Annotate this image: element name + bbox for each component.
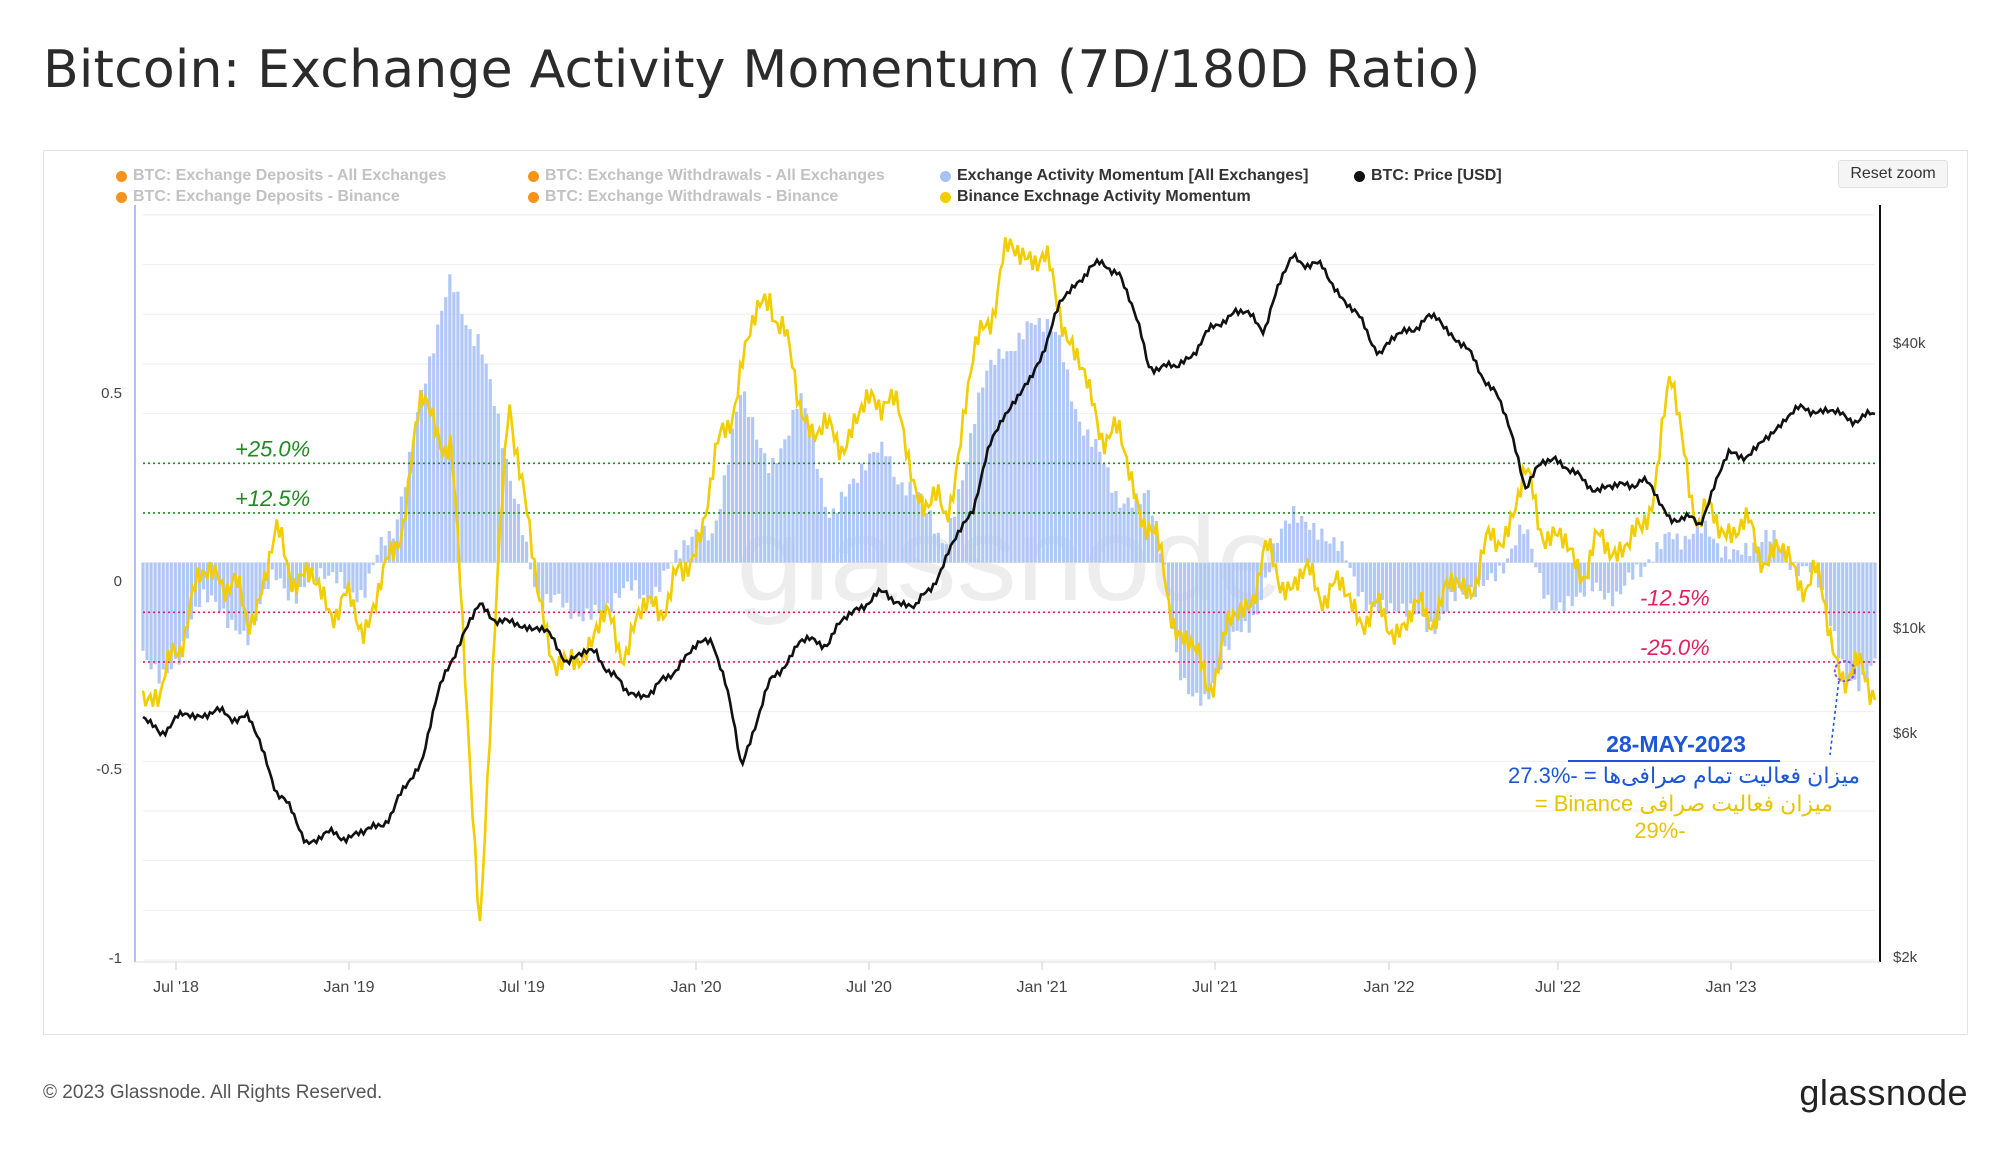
legend-dot-icon — [1354, 170, 1365, 182]
footer-logo: glassnode — [1799, 1072, 1968, 1113]
legend-item-binance-momentum[interactable]: Binance Exchnage Activity Momentum — [940, 188, 1251, 206]
y-right-tick-label: $40k — [1893, 335, 1926, 352]
chart-frame — [43, 150, 1968, 1035]
x-tick-label: Jul '18 — [153, 979, 199, 996]
y-right-tick-label: $6k — [1893, 725, 1918, 742]
x-tick-label: Jul '21 — [1192, 979, 1238, 996]
annotation-date: 28-MAY-2023 — [1606, 731, 1746, 757]
legend-dot-icon — [528, 170, 539, 182]
legend-dot-icon — [116, 170, 127, 182]
legend-item-activity-momentum-all[interactable]: Exchange Activity Momentum [All Exchange… — [940, 167, 1308, 185]
reference-label: +12.5% — [235, 486, 310, 511]
y-left-tick-label: 0.5 — [101, 385, 122, 402]
legend-label: Exchange Activity Momentum [All Exchange… — [957, 167, 1309, 184]
x-tick-label: Jan '19 — [323, 979, 374, 996]
y-right-tick-label: $2k — [1893, 949, 1918, 966]
x-tick-label: Jan '20 — [670, 979, 721, 996]
footer-copyright: © 2023 Glassnode. All Rights Reserved. — [43, 1082, 383, 1103]
legend-label: Binance Exchnage Activity Momentum — [957, 188, 1251, 205]
y-left-tick-label: -1 — [109, 950, 122, 967]
legend-label: BTC: Price [USD] — [1371, 167, 1502, 184]
legend-item-deposits-all[interactable]: BTC: Exchange Deposits - All Exchanges — [116, 167, 446, 185]
legend-dot-icon — [940, 170, 951, 182]
annotation-underline — [1568, 760, 1780, 762]
binance-momentum-line — [141, 237, 1877, 922]
y-left-tick-label: -0.5 — [96, 761, 122, 778]
legend-item-deposits-binance[interactable]: BTC: Exchange Deposits - Binance — [116, 188, 400, 206]
reference-label: -12.5% — [1640, 585, 1710, 610]
legend-dot-icon — [940, 191, 951, 203]
legend-dot-icon — [528, 191, 539, 203]
annotation-binance-value: 29%- — [1634, 818, 1686, 843]
legend-item-btc-price[interactable]: BTC: Price [USD] — [1354, 167, 1502, 185]
legend-label: BTC: Exchange Withdrawals - All Exchange… — [545, 167, 885, 184]
legend-label: BTC: Exchange Deposits - All Exchanges — [133, 167, 447, 184]
reference-label: +25.0% — [235, 436, 310, 461]
annotation-binance: میزان فعالیت صرافی Binance = — [1534, 791, 1833, 816]
annotation-all-exchanges: میزان فعالیت تمام صرافی‌ها = -%27.3 — [1508, 763, 1860, 788]
reset-zoom-button[interactable]: Reset zoom — [1838, 160, 1948, 188]
btc-price-line — [142, 251, 1876, 846]
legend-item-withdrawals-all[interactable]: BTC: Exchange Withdrawals - All Exchange… — [528, 167, 885, 185]
x-tick-label: Jan '21 — [1016, 979, 1067, 996]
y-left-tick-label: 0 — [114, 573, 122, 590]
x-tick-label: Jan '23 — [1705, 979, 1756, 996]
annotation-circle — [1833, 660, 1856, 683]
reference-lines: +25.0% +12.5% -12.5% -25.0% — [143, 436, 1875, 663]
legend-dot-icon — [116, 191, 127, 203]
x-tick-label: Jul '20 — [846, 979, 892, 996]
legend-label: BTC: Exchange Deposits - Binance — [133, 188, 400, 205]
page-title: Bitcoin: Exchange Activity Momentum (7D/… — [43, 40, 1481, 100]
all-momentum-bars — [141, 274, 1877, 706]
reference-label: -25.0% — [1640, 635, 1710, 660]
legend-item-withdrawals-binance[interactable]: BTC: Exchange Withdrawals - Binance — [528, 188, 838, 206]
x-tick-label: Jul '19 — [499, 979, 545, 996]
legend-label: BTC: Exchange Withdrawals - Binance — [545, 188, 839, 205]
annotation-leader-line — [1829, 681, 1840, 756]
x-tick-label: Jul '22 — [1535, 979, 1581, 996]
x-tick-label: Jan '22 — [1363, 979, 1414, 996]
y-right-tick-label: $10k — [1893, 620, 1926, 637]
axes: 0.5 0 -0.5 -1 $40k $10k $6k $2k Jul '18 Jan '19 Ju… — [96, 205, 1926, 996]
